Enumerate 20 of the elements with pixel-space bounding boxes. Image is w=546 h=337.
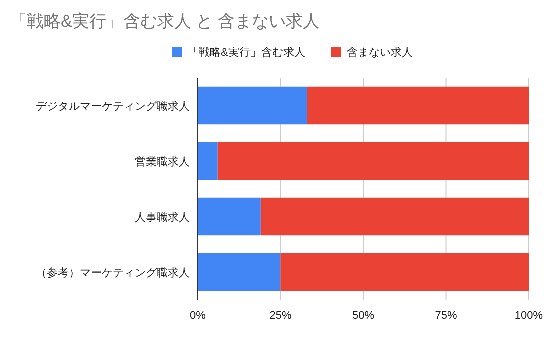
bar — [198, 253, 281, 292]
bar — [198, 198, 261, 236]
legend-label: 含まない求人 — [347, 46, 413, 59]
bar — [198, 86, 308, 125]
x-tick-label: 0% — [190, 310, 206, 322]
bar — [218, 142, 529, 180]
bar — [280, 253, 529, 292]
legend-label: 「戦略&実行」含む求人 — [188, 46, 306, 59]
y-tick-label: デジタルマーケティング職求人 — [36, 100, 190, 113]
chart-title: 「戦略&実行」含む求人 と 含まない求人 — [10, 12, 320, 31]
x-tick-label: 25% — [270, 310, 292, 322]
bar — [260, 198, 529, 236]
bar — [198, 142, 218, 180]
y-tick-label: 人事職求人 — [135, 210, 190, 224]
y-tick-label: （参考）マーケティング職求人 — [36, 266, 190, 280]
x-tick-label: 75% — [435, 310, 458, 322]
x-tick-label: 100% — [514, 310, 544, 322]
x-tick-label: 50% — [352, 310, 375, 322]
bar — [307, 86, 529, 125]
y-tick-label: 営業職求人 — [135, 155, 190, 168]
